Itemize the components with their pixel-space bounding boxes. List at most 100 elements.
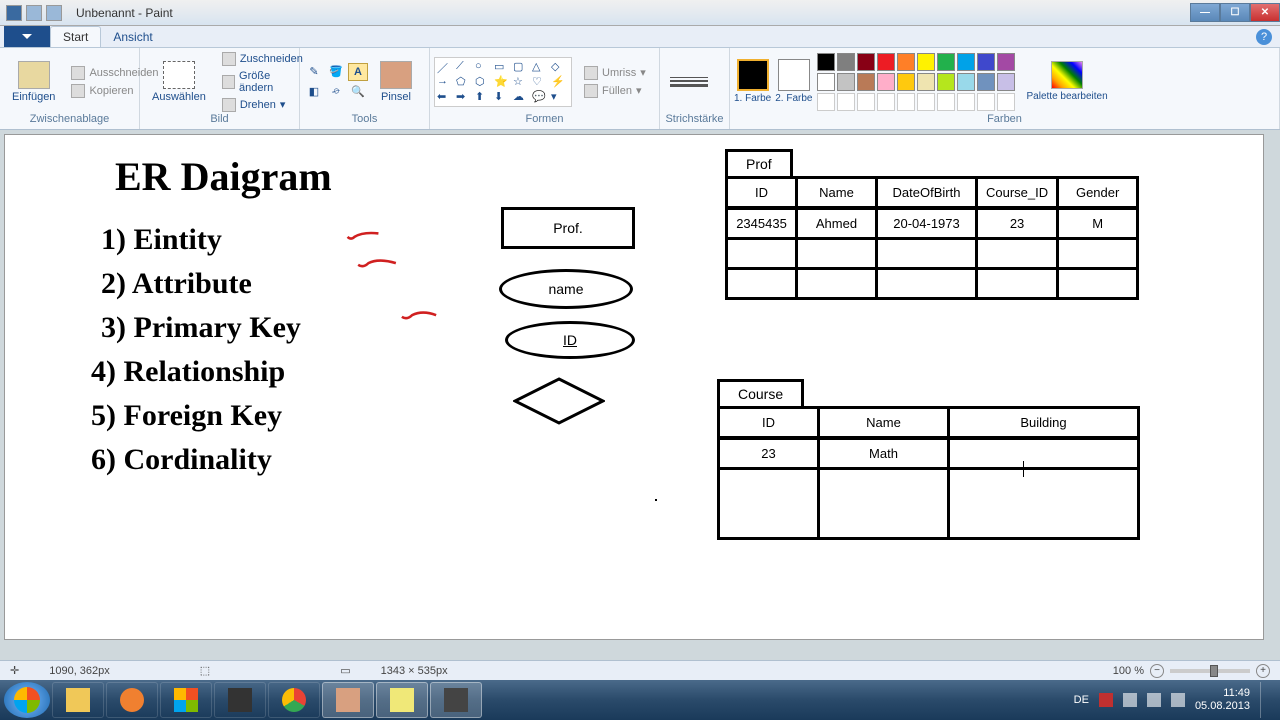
start-button[interactable] [4,682,50,718]
hand-item: 3) Primary Key [101,311,301,345]
shape-gallery[interactable]: ／⟋○▭▢△◇ →⬠⬡⭐☆♡⚡ ⬅➡⬆⬇☁💬▾ [434,57,572,107]
color-swatch[interactable] [997,53,1015,71]
redo-icon[interactable] [46,5,62,21]
color-swatch-empty[interactable] [817,93,835,111]
lang-indicator[interactable]: DE [1074,694,1089,706]
color-swatch[interactable] [937,73,955,91]
color-swatch-empty[interactable] [977,93,995,111]
tab-view[interactable]: Ansicht [101,27,164,47]
table-header: DateOfBirth [877,178,977,209]
save-icon[interactable] [6,5,22,21]
color-swatch-empty[interactable] [937,93,955,111]
color-swatch-empty[interactable] [997,93,1015,111]
table-header: Name [819,408,949,439]
color-swatch[interactable] [837,73,855,91]
color1-swatch [737,59,769,91]
group-clipboard-label: Zwischenablage [4,113,135,127]
fill-button[interactable]: Füllen ▾ [580,83,650,99]
tray-flag-icon[interactable] [1099,693,1113,707]
edit-colors-button[interactable]: Palette bearbeiten [1019,57,1116,106]
zoom-slider[interactable] [1170,669,1250,673]
color-swatch-empty[interactable] [897,93,915,111]
table-header: ID [727,178,797,209]
color-swatch[interactable] [817,53,835,71]
brush-button[interactable]: Pinsel [372,57,420,107]
taskbar-paint[interactable] [322,682,374,718]
color-swatch[interactable] [857,53,875,71]
maximize-button[interactable]: ☐ [1220,3,1250,22]
color1-button[interactable]: 1. Farbe [734,59,771,104]
tray-network-icon[interactable] [1123,693,1137,707]
windows-logo-icon [14,687,40,713]
color-swatch[interactable] [817,73,835,91]
stroke-button[interactable] [664,77,714,87]
minimize-button[interactable]: — [1190,3,1220,22]
crop-button[interactable]: Zuschneiden [218,51,307,67]
paste-label: Einfügen [12,91,55,103]
zoom-out-button[interactable]: − [1150,664,1164,678]
system-tray: DE 11:49 05.08.2013 [1074,682,1276,718]
clock[interactable]: 11:49 05.08.2013 [1195,687,1250,713]
color-swatch[interactable] [977,73,995,91]
group-stroke-label: Strichstärke [664,113,725,127]
paste-button[interactable]: Einfügen [4,57,63,107]
ribbon-tabs: Start Ansicht ? [0,26,1280,48]
color-swatch[interactable] [857,73,875,91]
color-swatch[interactable] [877,53,895,71]
select-button[interactable]: Auswählen [144,57,214,107]
fill-icon2 [584,84,598,98]
eraser-tool[interactable]: ◧ [304,83,324,101]
color-swatch[interactable] [897,73,915,91]
color-swatch-empty[interactable] [837,93,855,111]
canvas[interactable]: ER Daigram 1) Eintity2) Attribute3) Prim… [4,134,1264,640]
outline-button[interactable]: Umriss ▾ [580,65,650,81]
color-swatch[interactable] [917,73,935,91]
table-header: Building [949,408,1139,439]
taskbar-app1[interactable] [160,682,212,718]
pencil-tool[interactable]: ✎ [304,63,324,81]
color-swatch[interactable] [957,53,975,71]
zoom-tool[interactable]: 🔍 [348,83,368,101]
window-controls: — ☐ ✕ [1190,3,1280,22]
color-swatch[interactable] [977,53,995,71]
zoom-in-button[interactable]: + [1256,664,1270,678]
picker-tool[interactable]: ⌮ [326,83,346,101]
fill-tool[interactable]: 🪣 [326,63,346,81]
taskbar-chrome[interactable] [268,682,320,718]
taskbar-app2[interactable] [214,682,266,718]
table-cell [977,239,1058,269]
color-swatch[interactable] [897,53,915,71]
resize-button[interactable]: Größe ändern [218,69,307,95]
cut-icon [71,66,85,80]
close-button[interactable]: ✕ [1250,3,1280,22]
color-swatch[interactable] [917,53,935,71]
taskbar-mediaplayer[interactable] [106,682,158,718]
taskbar-notes[interactable] [376,682,428,718]
table-cell: 23 [719,438,819,469]
color-swatch-empty[interactable] [877,93,895,111]
tab-start[interactable]: Start [50,26,101,47]
text-tool[interactable]: A [348,63,368,81]
tray-battery-icon[interactable] [1171,693,1185,707]
undo-icon[interactable] [26,5,42,21]
help-button[interactable]: ? [1256,29,1272,45]
color2-button[interactable]: 2. Farbe [775,59,812,104]
taskbar: DE 11:49 05.08.2013 [0,680,1280,720]
color-swatch[interactable] [937,53,955,71]
color-swatch-empty[interactable] [957,93,975,111]
show-desktop-button[interactable] [1260,682,1270,718]
color-swatch[interactable] [957,73,975,91]
window-title: Unbenannt - Paint [76,6,173,20]
file-menu-button[interactable] [4,26,50,47]
taskbar-recorder[interactable] [430,682,482,718]
taskbar-explorer[interactable] [52,682,104,718]
tray-volume-icon[interactable] [1147,693,1161,707]
paste-icon [18,61,50,89]
color-swatch-empty[interactable] [857,93,875,111]
color-swatch[interactable] [997,73,1015,91]
color-palette[interactable] [817,53,1015,111]
color-swatch[interactable] [877,73,895,91]
color-swatch[interactable] [837,53,855,71]
rotate-button[interactable]: Drehen ▾ [218,97,307,113]
color-swatch-empty[interactable] [917,93,935,111]
